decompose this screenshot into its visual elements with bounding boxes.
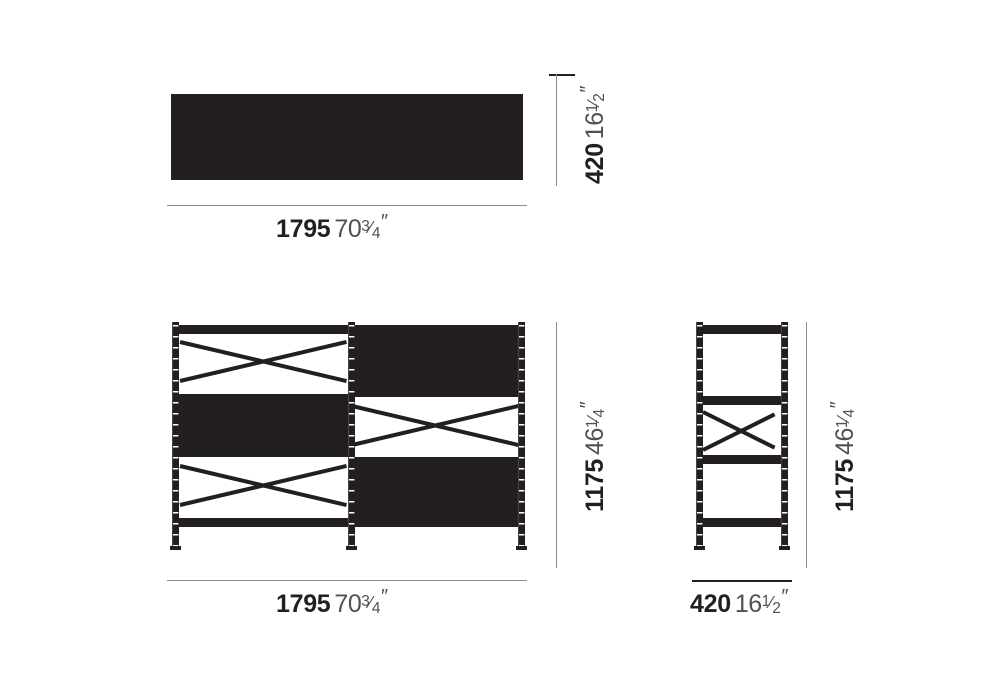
top-view-width-label: 1795 703⁄4″ <box>276 212 388 242</box>
top-view-depth-dimension-line <box>556 74 557 186</box>
side-depth-den: 2 <box>772 599 781 617</box>
front-width-label: 1795 703⁄4″ <box>276 587 388 617</box>
front-height-den: 4 <box>590 409 608 418</box>
front-width-num: 3 <box>361 592 370 610</box>
front-post-middle <box>348 322 355 548</box>
top-width-den: 4 <box>371 224 381 242</box>
front-height-imperial: 461⁄4″ <box>577 401 609 455</box>
top-view-depth-dimension-rule <box>549 74 575 76</box>
front-foot-left <box>170 546 181 550</box>
top-view-depth-label: 420 161⁄2″ <box>577 86 609 184</box>
top-depth-num: 1 <box>583 104 601 113</box>
top-depth-imperial-whole: 16 <box>581 112 609 140</box>
side-shelf-4 <box>702 518 782 527</box>
top-view-width-dimension-line <box>167 205 527 206</box>
front-post-left <box>172 322 179 548</box>
side-depth-metric: 420 <box>690 590 731 618</box>
side-height-label: 1175 461⁄4″ <box>827 401 859 512</box>
side-post-front <box>696 322 703 548</box>
front-height-label: 1175 461⁄4″ <box>577 401 609 512</box>
left-bay-top-shelf <box>178 325 350 334</box>
top-view-plan-body <box>171 94 523 180</box>
top-depth-imperial: 161⁄2″ <box>577 86 609 140</box>
side-shelf-1 <box>702 325 782 334</box>
front-post-right <box>518 322 525 548</box>
side-height-den: 4 <box>840 409 858 418</box>
side-height-imperial: 461⁄4″ <box>827 401 859 455</box>
right-bay-upper-panel <box>350 325 522 397</box>
front-width-inch-mark: ″ <box>380 586 388 608</box>
side-depth-label: 420 161⁄2″ <box>690 587 788 617</box>
side-height-imperial-whole: 46 <box>831 428 859 455</box>
front-height-dimension-line <box>556 322 557 568</box>
right-bay-lower-panel <box>350 457 522 527</box>
side-depth-dimension-rule <box>692 580 792 582</box>
side-shelf-3 <box>702 455 782 464</box>
side-depth-num: 1 <box>761 592 771 610</box>
front-height-inch-mark: ″ <box>577 401 599 409</box>
top-width-imperial: 703⁄4″ <box>334 211 388 243</box>
top-depth-inch-mark: ″ <box>577 86 599 93</box>
side-shelf-2 <box>702 396 782 405</box>
side-height-dimension-line <box>806 322 807 568</box>
side-depth-imperial-whole: 16 <box>734 590 762 618</box>
left-bay-bottom-shelf <box>178 518 350 527</box>
front-width-dimension-line <box>167 580 527 581</box>
side-foot-front <box>694 546 705 550</box>
front-height-metric: 1175 <box>581 458 609 512</box>
side-depth-inch-mark: ″ <box>781 586 788 608</box>
side-height-metric: 1175 <box>831 458 859 512</box>
top-depth-den: 2 <box>590 93 608 102</box>
top-width-metric: 1795 <box>276 215 331 243</box>
front-width-imperial-whole: 70 <box>334 590 362 618</box>
side-depth-imperial: 161⁄2″ <box>734 586 789 618</box>
side-post-back <box>781 322 788 548</box>
top-width-num: 3 <box>361 217 370 235</box>
front-width-metric: 1795 <box>276 590 331 618</box>
side-height-num: 1 <box>833 420 851 429</box>
front-width-den: 4 <box>371 599 381 617</box>
top-depth-metric: 420 <box>581 143 609 184</box>
front-foot-right <box>516 546 527 550</box>
front-foot-middle <box>346 546 357 550</box>
top-width-imperial-whole: 70 <box>334 215 362 243</box>
side-height-inch-mark: ″ <box>827 401 849 409</box>
front-width-imperial: 703⁄4″ <box>334 586 388 618</box>
left-bay-back-panel <box>178 394 350 457</box>
top-width-inch-mark: ″ <box>380 211 388 233</box>
front-height-imperial-whole: 46 <box>581 428 609 455</box>
front-height-num: 1 <box>583 420 601 429</box>
side-foot-back <box>779 546 790 550</box>
